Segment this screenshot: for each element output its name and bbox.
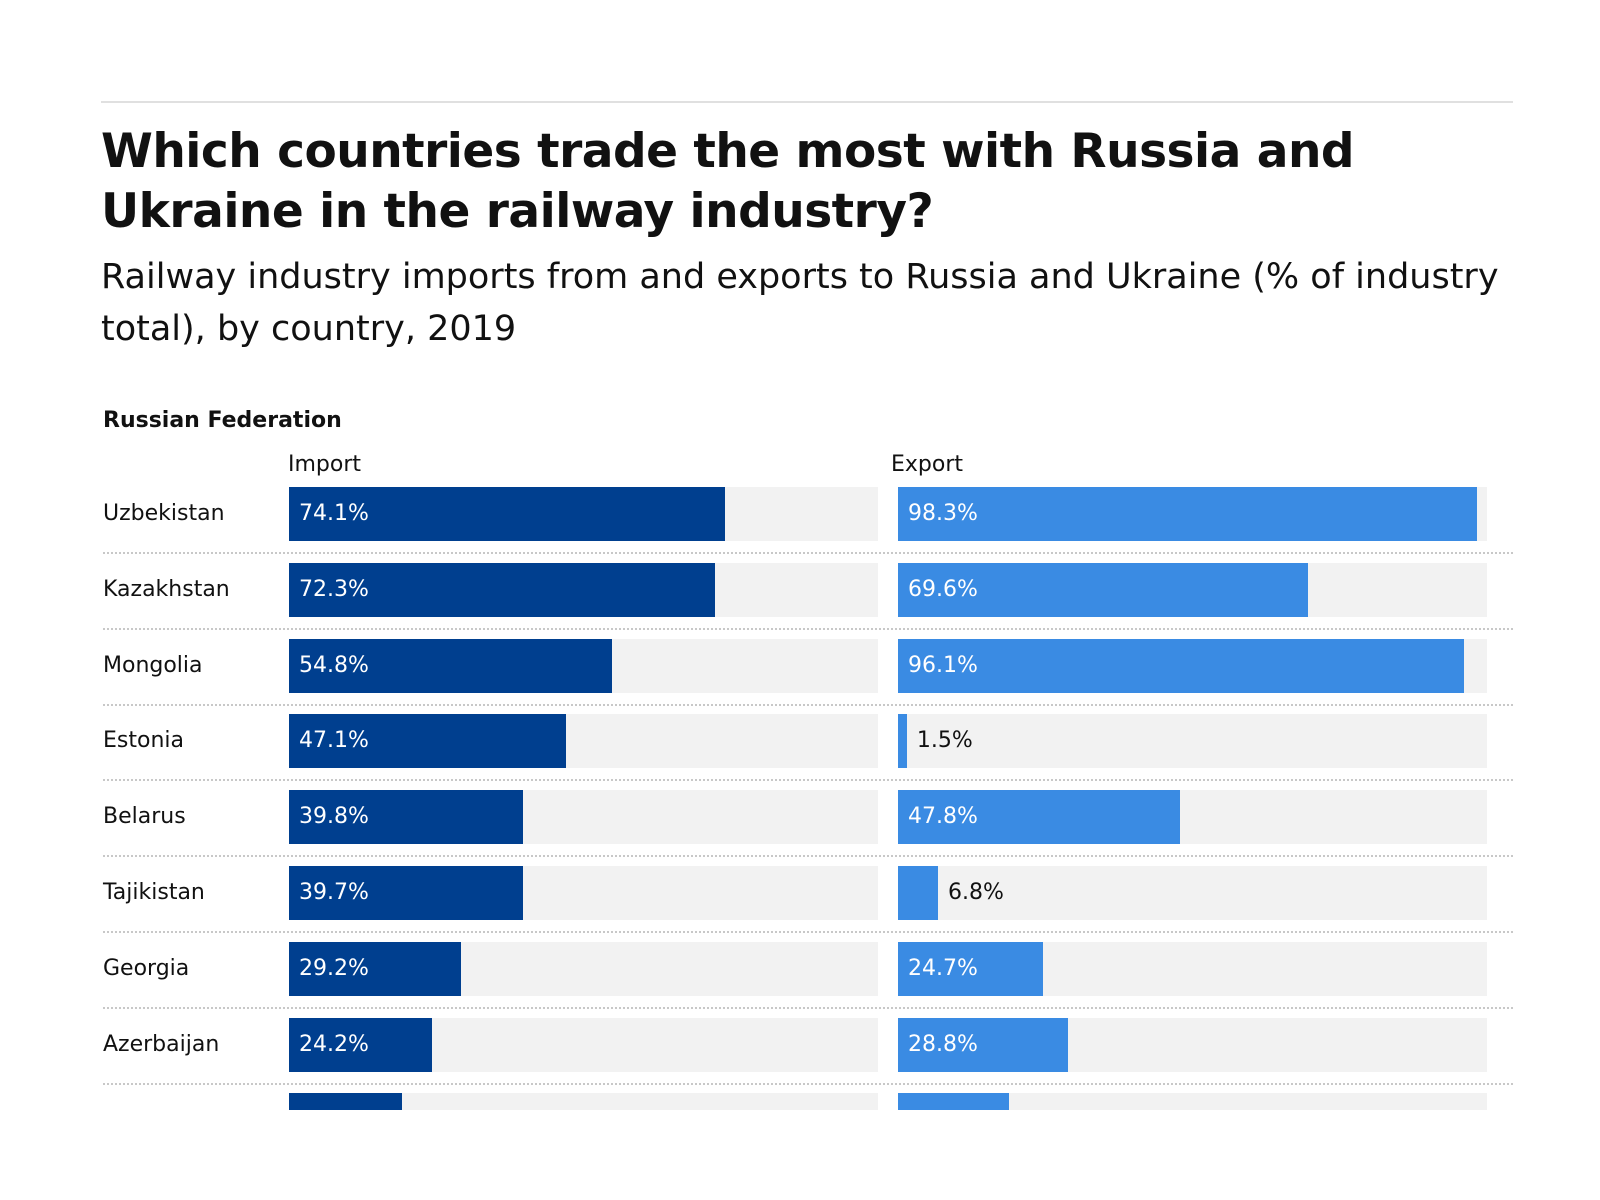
row-divider (103, 855, 1513, 857)
import-track: 24.2% (289, 1018, 878, 1072)
country-label: Kazakhstan (103, 577, 230, 602)
export-bar (898, 563, 1308, 617)
row-divider (103, 704, 1513, 706)
export-column-header: Export (891, 452, 964, 477)
import-bar (289, 1018, 432, 1072)
export-bar (898, 866, 939, 920)
import-value-label: 39.8% (299, 804, 369, 829)
export-bar (898, 639, 1465, 693)
import-bar (289, 866, 523, 920)
import-bar (289, 714, 567, 768)
export-track: 6.8% (898, 866, 1487, 920)
export-track: 69.6% (898, 563, 1487, 617)
import-value-label: 29.2% (299, 956, 369, 981)
chart-area: Uzbekistan 74.1% 98.3% Kazakhstan 72.3% 69.6%… (103, 487, 1513, 1110)
row-divider (103, 1083, 1513, 1085)
row-divider (103, 552, 1513, 554)
import-bar (289, 563, 715, 617)
export-value-label: 6.8% (948, 880, 1004, 905)
import-column-header: Import (288, 452, 362, 477)
export-bar (898, 714, 907, 768)
country-label: Estonia (103, 728, 184, 753)
export-value-label: 98.3% (908, 501, 978, 526)
row-divider (103, 1007, 1513, 1009)
export-track: 28.8% (898, 1018, 1487, 1072)
export-track: 98.3% (898, 487, 1487, 541)
country-label: Uzbekistan (103, 501, 225, 526)
section-label: Russian Federation (103, 408, 342, 433)
export-value-label: 47.8% (908, 804, 978, 829)
row-divider (103, 931, 1513, 933)
country-label: Mongolia (103, 653, 203, 678)
top-rule (101, 101, 1513, 103)
export-track: 96.1% (898, 639, 1487, 693)
import-bar (289, 1093, 403, 1110)
export-bar (898, 1093, 1010, 1110)
country-label: Belarus (103, 804, 186, 829)
import-track: 47.1% (289, 714, 878, 768)
import-track: 74.1% (289, 487, 878, 541)
row-divider (103, 628, 1513, 630)
export-value-label: 28.8% (908, 1032, 978, 1057)
export-value-label: 69.6% (908, 577, 978, 602)
country-label: Azerbaijan (103, 1032, 220, 1057)
export-bar (898, 942, 1044, 996)
export-track: 1.5% (898, 714, 1487, 768)
import-bar (289, 639, 612, 693)
import-bar (289, 487, 726, 541)
country-label: Georgia (103, 956, 190, 981)
import-track: 39.8% (289, 790, 878, 844)
import-value-label: 74.1% (299, 501, 369, 526)
import-bar (289, 942, 461, 996)
chart-subtitle: Railway industry imports from and export… (101, 257, 1499, 349)
export-value-label: 24.7% (908, 956, 978, 981)
import-track: 39.7% (289, 866, 878, 920)
export-bar (898, 1018, 1068, 1072)
import-value-label: 39.7% (299, 880, 369, 905)
import-value-label: 72.3% (299, 577, 369, 602)
import-track (289, 1093, 878, 1110)
export-bar (898, 790, 1180, 844)
import-track: 72.3% (289, 563, 878, 617)
export-track: 24.7% (898, 942, 1487, 996)
import-track: 54.8% (289, 639, 878, 693)
export-track (898, 1093, 1487, 1110)
export-track: 47.8% (898, 790, 1487, 844)
country-label: Tajikistan (103, 880, 205, 905)
import-track: 29.2% (289, 942, 878, 996)
export-bar (898, 487, 1477, 541)
export-value-label: 1.5% (916, 728, 973, 753)
import-value-label: 24.2% (299, 1032, 369, 1057)
import-value-label: 47.1% (299, 728, 369, 753)
chart-title: Which countries trade the most with Russ… (101, 124, 1355, 239)
export-value-label: 96.1% (908, 653, 978, 678)
import-bar (289, 790, 524, 844)
row-divider (103, 779, 1513, 781)
import-value-label: 54.8% (299, 653, 369, 678)
